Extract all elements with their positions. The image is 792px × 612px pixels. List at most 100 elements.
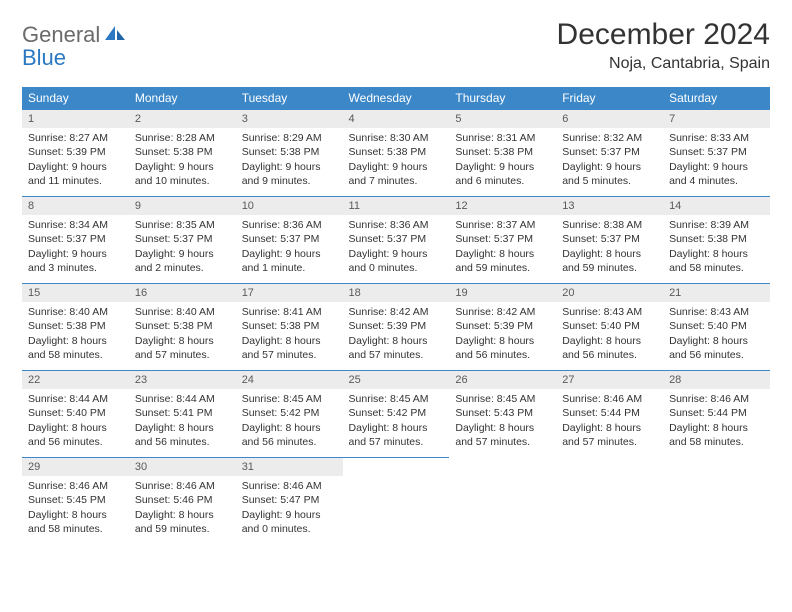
sunrise-text: Sunrise: 8:29 AM — [242, 131, 337, 145]
sunrise-text: Sunrise: 8:46 AM — [242, 479, 337, 493]
day-header-tue: Tuesday — [236, 87, 343, 110]
day-cell: 29Sunrise: 8:46 AMSunset: 5:45 PMDayligh… — [22, 457, 129, 543]
day-cell: 16Sunrise: 8:40 AMSunset: 5:38 PMDayligh… — [129, 283, 236, 370]
daylight-text: Daylight: 8 hours and 57 minutes. — [242, 334, 337, 362]
sunrise-text: Sunrise: 8:31 AM — [455, 131, 550, 145]
day-number: 30 — [129, 458, 236, 476]
sunset-text: Sunset: 5:38 PM — [242, 145, 337, 159]
daylight-text: Daylight: 8 hours and 56 minutes. — [135, 421, 230, 449]
calendar-week: 29Sunrise: 8:46 AMSunset: 5:45 PMDayligh… — [22, 457, 770, 543]
day-cell: 20Sunrise: 8:43 AMSunset: 5:40 PMDayligh… — [556, 283, 663, 370]
daylight-text: Daylight: 9 hours and 0 minutes. — [242, 508, 337, 536]
day-details: Sunrise: 8:31 AMSunset: 5:38 PMDaylight:… — [449, 128, 556, 196]
daylight-text: Daylight: 9 hours and 0 minutes. — [349, 247, 444, 275]
day-cell: 18Sunrise: 8:42 AMSunset: 5:39 PMDayligh… — [343, 283, 450, 370]
sunrise-text: Sunrise: 8:43 AM — [669, 305, 764, 319]
sunrise-text: Sunrise: 8:36 AM — [349, 218, 444, 232]
day-details: Sunrise: 8:44 AMSunset: 5:40 PMDaylight:… — [22, 389, 129, 457]
daylight-text: Daylight: 8 hours and 57 minutes. — [349, 421, 444, 449]
sunrise-text: Sunrise: 8:39 AM — [669, 218, 764, 232]
day-number: 15 — [22, 284, 129, 302]
sunset-text: Sunset: 5:37 PM — [349, 232, 444, 246]
daylight-text: Daylight: 8 hours and 56 minutes. — [455, 334, 550, 362]
sunrise-text: Sunrise: 8:41 AM — [242, 305, 337, 319]
day-header-fri: Friday — [556, 87, 663, 110]
daylight-text: Daylight: 8 hours and 58 minutes. — [28, 508, 123, 536]
day-header-thu: Thursday — [449, 87, 556, 110]
logo: General Blue — [22, 24, 127, 69]
day-details: Sunrise: 8:36 AMSunset: 5:37 PMDaylight:… — [343, 215, 450, 283]
calendar-body: 1Sunrise: 8:27 AMSunset: 5:39 PMDaylight… — [22, 110, 770, 544]
sunset-text: Sunset: 5:45 PM — [28, 493, 123, 507]
day-details: Sunrise: 8:36 AMSunset: 5:37 PMDaylight:… — [236, 215, 343, 283]
daylight-text: Daylight: 9 hours and 5 minutes. — [562, 160, 657, 188]
daylight-text: Daylight: 9 hours and 1 minute. — [242, 247, 337, 275]
day-details: Sunrise: 8:27 AMSunset: 5:39 PMDaylight:… — [22, 128, 129, 196]
sunset-text: Sunset: 5:44 PM — [669, 406, 764, 420]
day-details: Sunrise: 8:40 AMSunset: 5:38 PMDaylight:… — [22, 302, 129, 370]
sunset-text: Sunset: 5:38 PM — [669, 232, 764, 246]
daylight-text: Daylight: 8 hours and 57 minutes. — [135, 334, 230, 362]
day-details: Sunrise: 8:33 AMSunset: 5:37 PMDaylight:… — [663, 128, 770, 196]
day-number: 2 — [129, 110, 236, 128]
sunrise-text: Sunrise: 8:38 AM — [562, 218, 657, 232]
sunrise-text: Sunrise: 8:36 AM — [242, 218, 337, 232]
sunset-text: Sunset: 5:42 PM — [349, 406, 444, 420]
sunset-text: Sunset: 5:37 PM — [455, 232, 550, 246]
sunset-text: Sunset: 5:39 PM — [349, 319, 444, 333]
day-cell: 26Sunrise: 8:45 AMSunset: 5:43 PMDayligh… — [449, 370, 556, 457]
day-number: 5 — [449, 110, 556, 128]
day-cell: 14Sunrise: 8:39 AMSunset: 5:38 PMDayligh… — [663, 196, 770, 283]
sunrise-text: Sunrise: 8:28 AM — [135, 131, 230, 145]
sunrise-text: Sunrise: 8:46 AM — [135, 479, 230, 493]
sunrise-text: Sunrise: 8:46 AM — [669, 392, 764, 406]
day-details: Sunrise: 8:40 AMSunset: 5:38 PMDaylight:… — [129, 302, 236, 370]
sunrise-text: Sunrise: 8:34 AM — [28, 218, 123, 232]
day-number: 11 — [343, 197, 450, 215]
sunrise-text: Sunrise: 8:45 AM — [349, 392, 444, 406]
sunrise-text: Sunrise: 8:37 AM — [455, 218, 550, 232]
day-cell: 6Sunrise: 8:32 AMSunset: 5:37 PMDaylight… — [556, 110, 663, 197]
daylight-text: Daylight: 9 hours and 7 minutes. — [349, 160, 444, 188]
day-number: 3 — [236, 110, 343, 128]
day-cell: 21Sunrise: 8:43 AMSunset: 5:40 PMDayligh… — [663, 283, 770, 370]
day-number: 16 — [129, 284, 236, 302]
day-details: Sunrise: 8:37 AMSunset: 5:37 PMDaylight:… — [449, 215, 556, 283]
daylight-text: Daylight: 8 hours and 57 minutes. — [562, 421, 657, 449]
sunrise-text: Sunrise: 8:35 AM — [135, 218, 230, 232]
day-number: 31 — [236, 458, 343, 476]
day-cell: 4Sunrise: 8:30 AMSunset: 5:38 PMDaylight… — [343, 110, 450, 197]
sunset-text: Sunset: 5:39 PM — [28, 145, 123, 159]
day-cell: 27Sunrise: 8:46 AMSunset: 5:44 PMDayligh… — [556, 370, 663, 457]
day-number: 10 — [236, 197, 343, 215]
sunset-text: Sunset: 5:43 PM — [455, 406, 550, 420]
day-details: Sunrise: 8:45 AMSunset: 5:42 PMDaylight:… — [343, 389, 450, 457]
day-number: 8 — [22, 197, 129, 215]
day-cell: 2Sunrise: 8:28 AMSunset: 5:38 PMDaylight… — [129, 110, 236, 197]
daylight-text: Daylight: 9 hours and 9 minutes. — [242, 160, 337, 188]
daylight-text: Daylight: 9 hours and 10 minutes. — [135, 160, 230, 188]
day-cell: 5Sunrise: 8:31 AMSunset: 5:38 PMDaylight… — [449, 110, 556, 197]
day-cell: 7Sunrise: 8:33 AMSunset: 5:37 PMDaylight… — [663, 110, 770, 197]
logo-text-block: General Blue — [22, 24, 127, 69]
sunrise-text: Sunrise: 8:32 AM — [562, 131, 657, 145]
day-cell: 23Sunrise: 8:44 AMSunset: 5:41 PMDayligh… — [129, 370, 236, 457]
day-cell: 3Sunrise: 8:29 AMSunset: 5:38 PMDaylight… — [236, 110, 343, 197]
day-number: 24 — [236, 371, 343, 389]
day-details: Sunrise: 8:30 AMSunset: 5:38 PMDaylight:… — [343, 128, 450, 196]
day-cell: 1Sunrise: 8:27 AMSunset: 5:39 PMDaylight… — [22, 110, 129, 197]
month-title: December 2024 — [557, 18, 770, 51]
day-header-sat: Saturday — [663, 87, 770, 110]
sunset-text: Sunset: 5:38 PM — [28, 319, 123, 333]
day-number: 13 — [556, 197, 663, 215]
day-number: 21 — [663, 284, 770, 302]
day-number: 27 — [556, 371, 663, 389]
sunset-text: Sunset: 5:38 PM — [349, 145, 444, 159]
day-details: Sunrise: 8:29 AMSunset: 5:38 PMDaylight:… — [236, 128, 343, 196]
sunrise-text: Sunrise: 8:40 AM — [135, 305, 230, 319]
sunset-text: Sunset: 5:38 PM — [135, 319, 230, 333]
calendar-week: 22Sunrise: 8:44 AMSunset: 5:40 PMDayligh… — [22, 370, 770, 457]
title-area: December 2024 Noja, Cantabria, Spain — [557, 18, 770, 73]
day-number: 29 — [22, 458, 129, 476]
daylight-text: Daylight: 8 hours and 57 minutes. — [349, 334, 444, 362]
